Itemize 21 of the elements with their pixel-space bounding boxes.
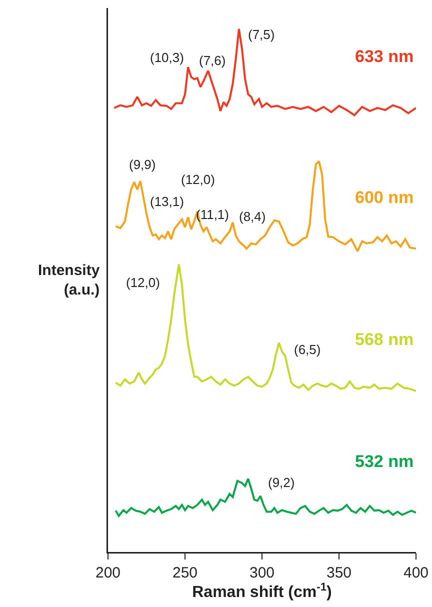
x-tick-label: 350 — [326, 564, 352, 582]
annotation: (6,5) — [294, 342, 321, 357]
annotation: (12,0) — [181, 172, 215, 187]
annotation: (9,2) — [268, 475, 295, 490]
annotation: (9,9) — [129, 157, 156, 172]
x-tick-label: 200 — [95, 564, 121, 582]
y-axis-title: Intensity (a.u.) — [38, 262, 100, 298]
annotation: (8,4) — [239, 209, 266, 224]
annotation: (7,5) — [248, 27, 275, 42]
annotation: (10,3) — [150, 50, 184, 65]
annotation: (13,1) — [150, 194, 184, 209]
text: 633 nm — [355, 47, 414, 66]
series-label: 600 nm — [355, 188, 414, 207]
x-axis-title: Raman shift (cm$^{-1}$) — [192, 582, 332, 602]
annotation: (7,6) — [199, 53, 226, 68]
x-tick-label: 300 — [249, 564, 275, 582]
series-label: 568 nm — [355, 330, 414, 349]
x-tick-label: 400 — [403, 564, 429, 582]
annotation: (12,0) — [126, 275, 160, 290]
text: 532 nm — [355, 452, 414, 471]
x-tick-label: 250 — [172, 564, 198, 582]
